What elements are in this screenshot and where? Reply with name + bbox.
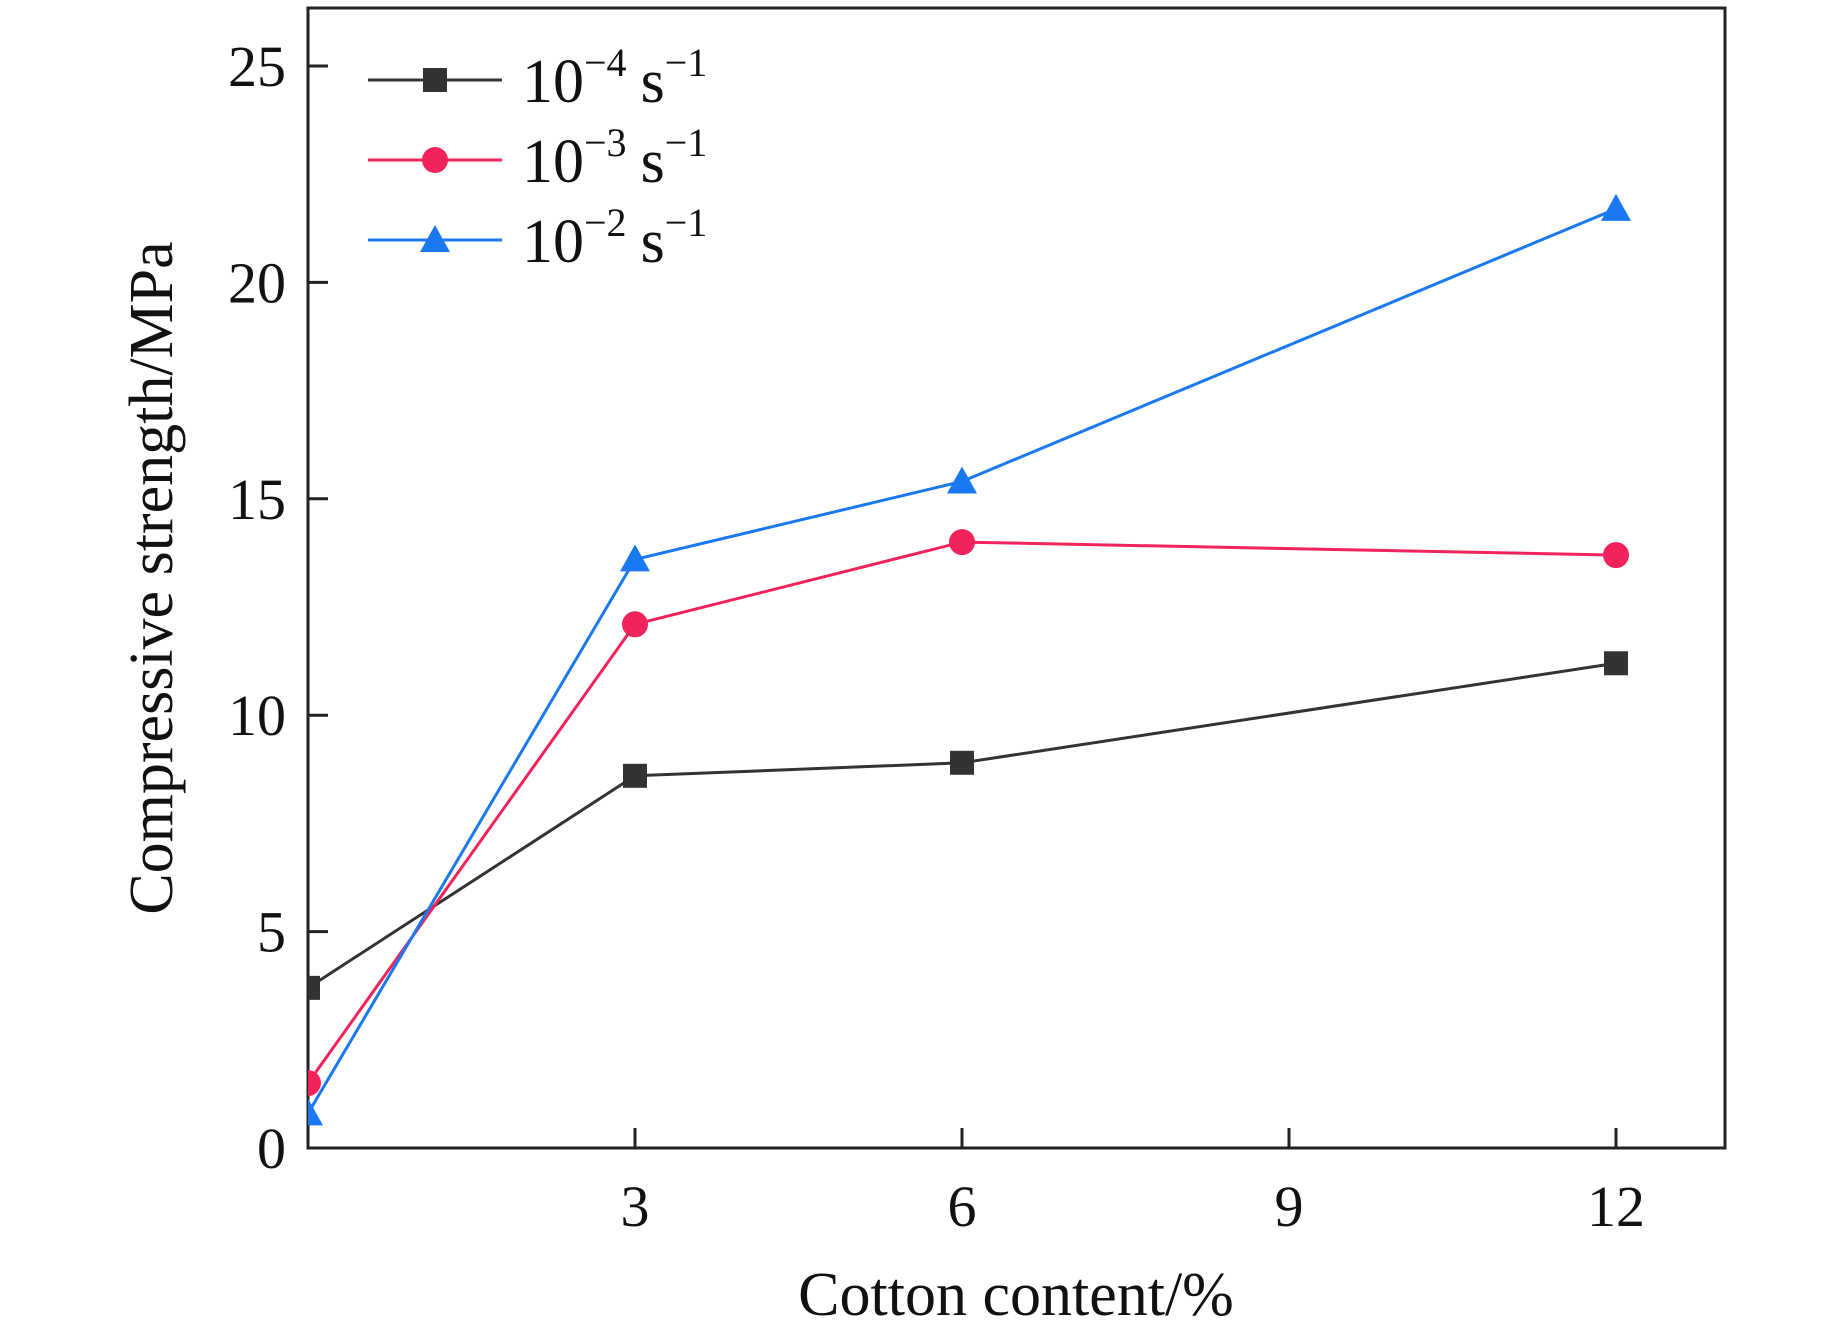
series-1-point (950, 750, 974, 775)
series-3-point (947, 466, 977, 494)
series-3-point (620, 544, 650, 572)
y-tick-label: 20 (228, 250, 286, 315)
x-tick-label: 6 (948, 1174, 977, 1239)
legend-label-2: 10−3 s−1 (522, 120, 707, 196)
x-tick-label: 12 (1587, 1174, 1645, 1239)
series-lines (308, 207, 1617, 1115)
y-tick-label: 5 (257, 900, 286, 965)
y-tick-label: 25 (228, 34, 286, 99)
legend-label-3: 10−2 s−1 (522, 200, 707, 276)
series-2-point (1603, 542, 1629, 569)
y-tick-label: 15 (228, 467, 286, 532)
x-tick-label: 3 (621, 1174, 650, 1239)
legend-marker-1 (423, 68, 447, 92)
legend: 10−4 s−110−3 s−110−2 s−1 (368, 40, 707, 276)
y-tick-label: 10 (228, 683, 286, 748)
y-axis-ticks: 0 5 10 15 20 25 (228, 34, 328, 1181)
x-tick-label: 9 (1275, 1174, 1304, 1239)
series-markers (308, 193, 1631, 1126)
series-2-point (949, 529, 975, 556)
legend-label-1: 10−4 s−1 (522, 40, 707, 116)
series-line-2 (308, 540, 1617, 1084)
series-3-point (1601, 193, 1631, 221)
series-1-point (623, 763, 647, 788)
series-2-point (308, 1070, 321, 1097)
x-axis-label: Cotton content/% (798, 1261, 1234, 1329)
series-1-point (1604, 651, 1628, 676)
series-2-point (622, 611, 648, 638)
y-axis-label: Compressive strength/MPa (118, 241, 186, 914)
x-axis-ticks: 3 6 9 12 (621, 1128, 1645, 1239)
legend-marker-2 (422, 147, 448, 173)
series-line-1 (308, 661, 1617, 990)
plot-frame (306, 6, 1727, 1150)
legend-marker-3 (420, 225, 450, 252)
y-tick-label: 0 (257, 1116, 286, 1181)
series-line-3 (308, 207, 1617, 1115)
series-3-point (308, 1098, 323, 1126)
series-1-point (308, 975, 320, 1000)
